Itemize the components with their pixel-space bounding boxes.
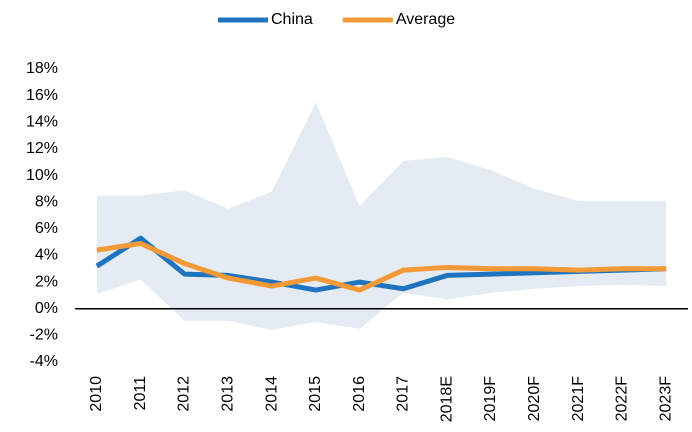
x-tick-label: 2010 bbox=[88, 376, 105, 412]
y-tick-label: 2% bbox=[35, 273, 58, 290]
y-tick-label: 12% bbox=[26, 140, 58, 157]
y-tick-label: -4% bbox=[30, 353, 58, 370]
x-tick-label: 2023F bbox=[657, 376, 674, 422]
x-tick-label: 2019F bbox=[482, 376, 499, 422]
y-tick-label: 8% bbox=[35, 193, 58, 210]
y-tick-label: 18% bbox=[26, 60, 58, 77]
y-tick-label: 4% bbox=[35, 247, 58, 264]
y-tick-label: 16% bbox=[26, 87, 58, 104]
y-tick-label: -2% bbox=[30, 327, 58, 344]
series-line bbox=[96, 240, 667, 293]
legend-label: China bbox=[271, 11, 313, 28]
x-tick-label: 2018E bbox=[438, 376, 455, 422]
y-tick-label: 0% bbox=[35, 300, 58, 317]
y-tick-label: 10% bbox=[26, 167, 58, 184]
x-tick-label: 2012 bbox=[176, 376, 193, 412]
x-tick-label: 2016 bbox=[351, 376, 368, 412]
x-tick-label: 2020F bbox=[526, 376, 543, 422]
x-tick-label: 2017 bbox=[395, 376, 412, 412]
x-tick-label: 2014 bbox=[263, 376, 280, 412]
x-tick-label: 2021F bbox=[570, 376, 587, 422]
y-tick-label: 6% bbox=[35, 220, 58, 237]
range-band bbox=[96, 102, 667, 331]
x-tick-label: 2022F bbox=[614, 376, 631, 422]
legend-label: Average bbox=[396, 11, 455, 28]
x-tick-label: 2013 bbox=[219, 376, 236, 412]
x-tick-label: 2011 bbox=[132, 376, 149, 411]
y-tick-label: 14% bbox=[26, 113, 58, 130]
x-tick-label: 2015 bbox=[307, 376, 324, 412]
